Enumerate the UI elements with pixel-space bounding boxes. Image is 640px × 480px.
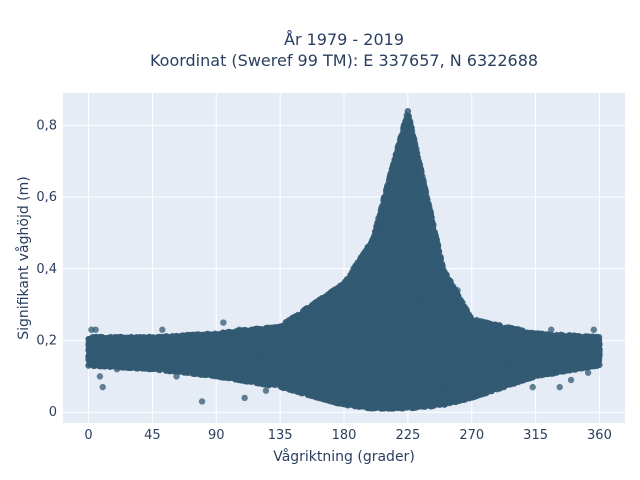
data-points (85, 107, 603, 412)
chart-title-line-2: Koordinat (Sweref 99 TM): E 337657, N 63… (150, 51, 538, 70)
chart-title-line-1: År 1979 - 2019 (284, 30, 404, 49)
